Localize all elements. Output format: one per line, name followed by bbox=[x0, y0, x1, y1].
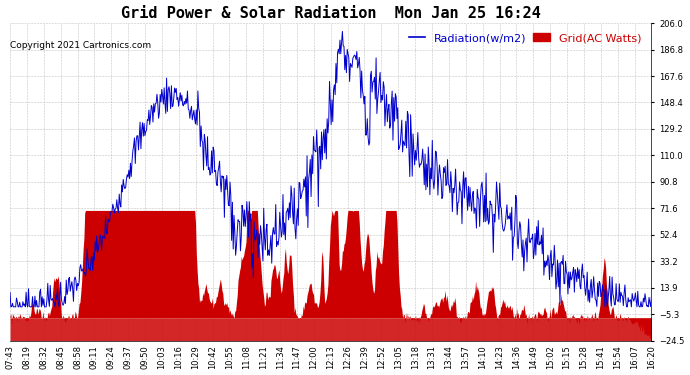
Legend: Radiation(w/m2), Grid(AC Watts): Radiation(w/m2), Grid(AC Watts) bbox=[404, 28, 646, 48]
Text: Copyright 2021 Cartronics.com: Copyright 2021 Cartronics.com bbox=[10, 40, 151, 50]
Title: Grid Power & Solar Radiation  Mon Jan 25 16:24: Grid Power & Solar Radiation Mon Jan 25 … bbox=[121, 6, 541, 21]
